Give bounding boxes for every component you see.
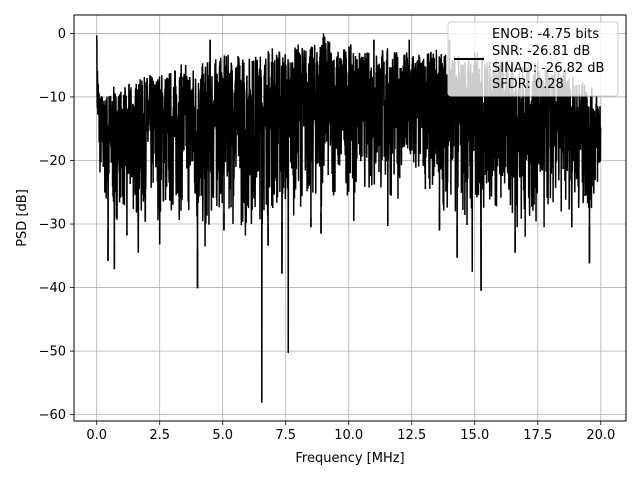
x-tick-label: 5.0 xyxy=(212,428,233,443)
x-tick-label: 2.5 xyxy=(149,428,170,443)
y-axis-label: PSD [dB] xyxy=(15,189,30,247)
legend-box xyxy=(447,21,619,97)
plot-frame xyxy=(73,14,627,422)
x-tick-label: 17.5 xyxy=(523,428,552,443)
psd-trace xyxy=(95,33,602,403)
legend-entry-snr: SNR: -26.81 dB xyxy=(492,44,590,59)
psd-series-line xyxy=(95,33,602,403)
y-tick-label: 0 xyxy=(58,27,66,42)
x-tick-label: 0.0 xyxy=(86,428,107,443)
x-tick-label: 20.0 xyxy=(586,428,615,443)
y-tick-label: −60 xyxy=(39,408,66,423)
y-tick-label: −20 xyxy=(39,154,66,169)
y-tick-label: −30 xyxy=(39,218,66,233)
y-axis-ticks: 0 −10 −20 −30 −40 −50 −60 xyxy=(39,27,74,423)
y-tick-label: −50 xyxy=(39,345,66,360)
x-tick-label: 12.5 xyxy=(397,428,426,443)
legend-entry-sfdr: SFDR: 0.28 xyxy=(492,77,564,92)
x-tick-label: 15.0 xyxy=(460,428,489,443)
y-tick-label: −10 xyxy=(39,90,66,105)
y-tick-label: −40 xyxy=(39,281,66,296)
x-tick-label: 10.0 xyxy=(334,428,363,443)
legend-entry-enob: ENOB: -4.75 bits xyxy=(492,27,599,42)
legend: ENOB: -4.75 bits SNR: -26.81 dB SINAD: -… xyxy=(447,21,619,97)
x-tick-label: 7.5 xyxy=(275,428,296,443)
legend-entry-sinad: SINAD: -26.82 dB xyxy=(492,61,604,76)
x-axis-label: Frequency [MHz] xyxy=(295,451,404,466)
x-axis-ticks: 0.0 2.5 5.0 7.5 10.0 12.5 15.0 17.5 20.0 xyxy=(86,421,615,443)
